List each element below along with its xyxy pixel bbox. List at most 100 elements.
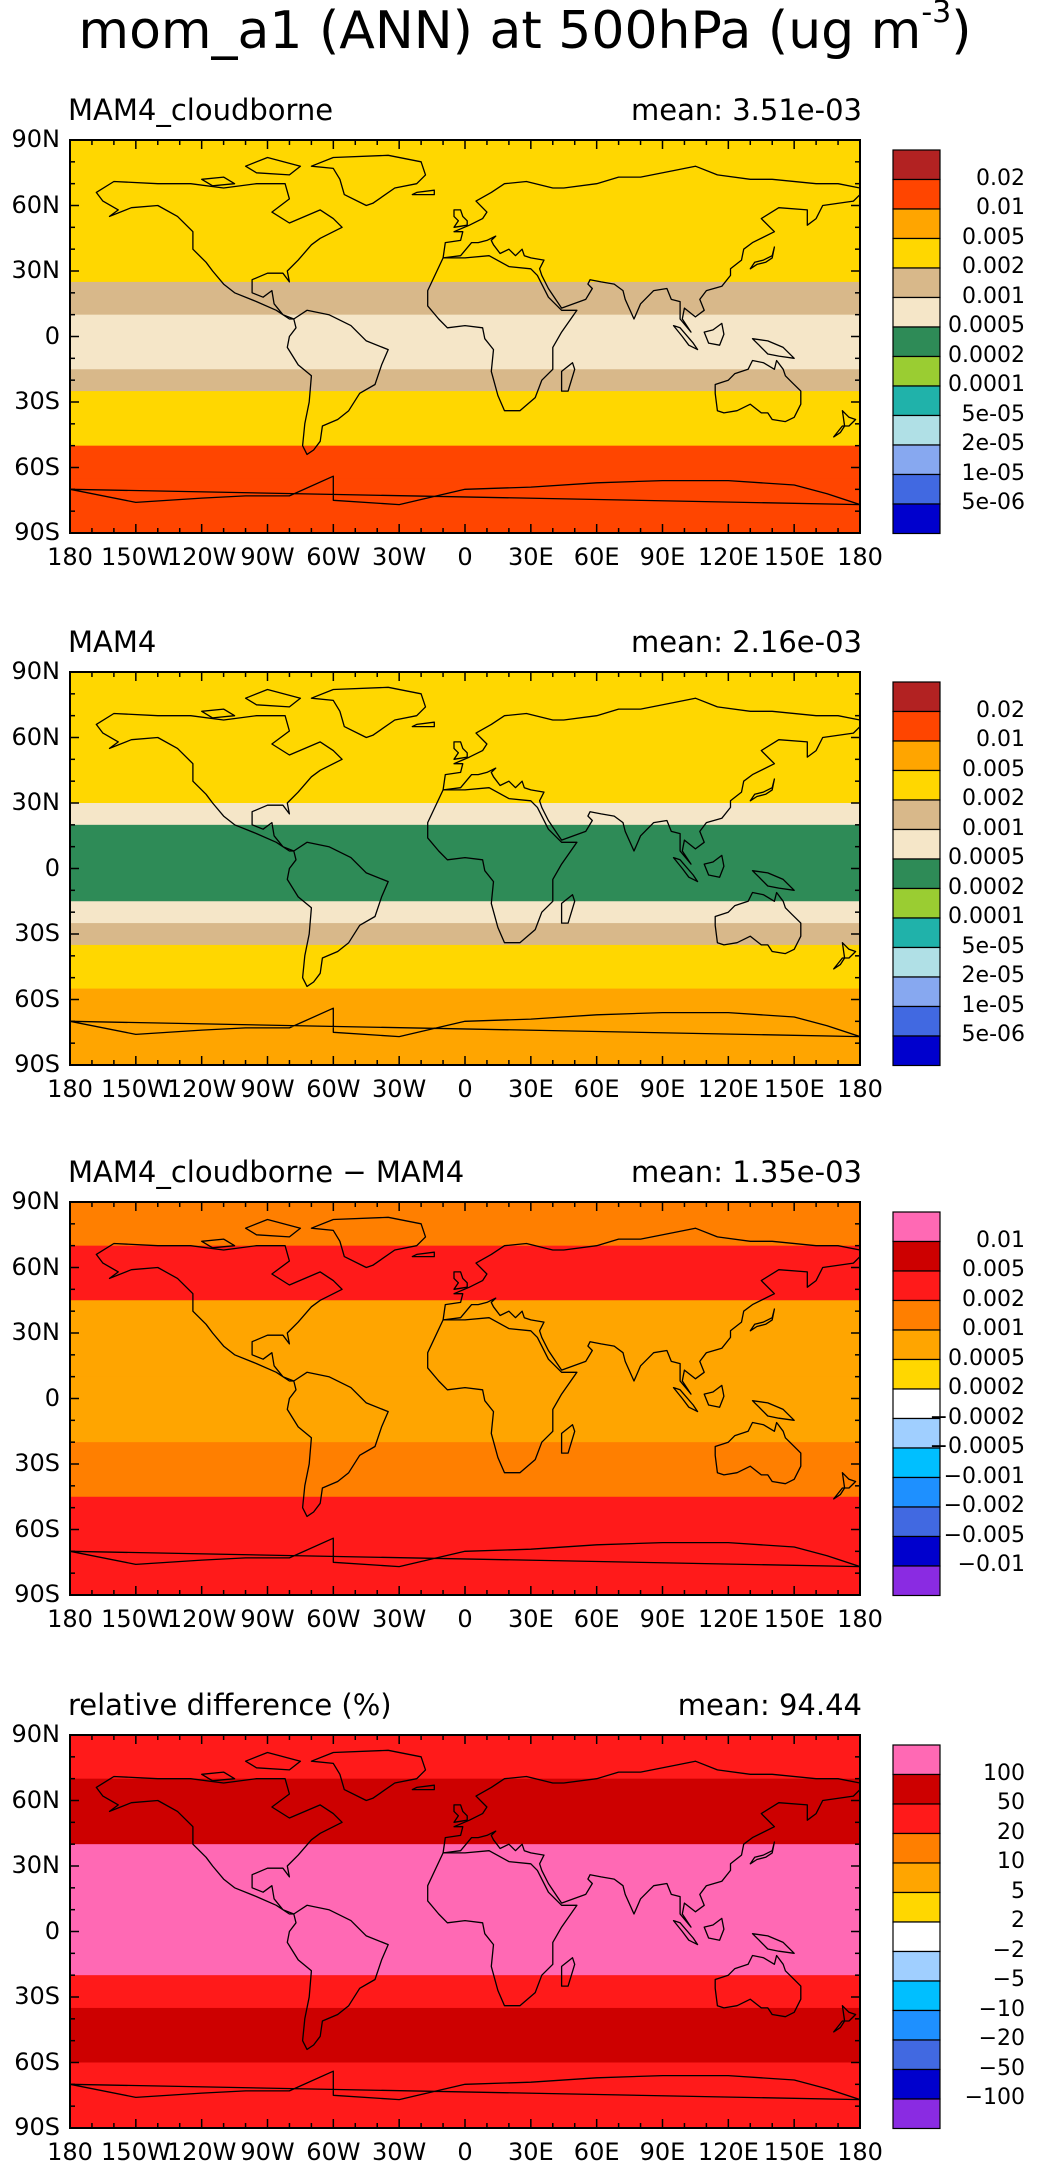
colorbar-label: 1e-05 bbox=[961, 992, 1025, 1018]
zonal-band bbox=[70, 901, 860, 924]
coastline bbox=[751, 1400, 795, 1421]
coastline bbox=[442, 165, 860, 333]
coastline bbox=[411, 1251, 435, 1258]
x-tick-label: 60W bbox=[306, 1075, 361, 1103]
coastline bbox=[560, 1424, 576, 1454]
colorbar-swatch bbox=[892, 740, 941, 772]
colorbar-swatch bbox=[892, 1329, 941, 1361]
zonal-band bbox=[70, 1975, 860, 2009]
x-tick-label: 150W bbox=[101, 1605, 171, 1633]
x-tick-label: 90E bbox=[639, 1075, 686, 1103]
panel-label: MAM4_cloudborne bbox=[68, 93, 334, 127]
x-tick-label: 180 bbox=[47, 1605, 93, 1633]
coastline bbox=[286, 309, 389, 456]
y-tick-label: 30N bbox=[11, 1318, 61, 1346]
zonal-band bbox=[70, 803, 860, 826]
colorbar-label: −0.01 bbox=[957, 1552, 1025, 1577]
colorbar-label: −0.002 bbox=[943, 1493, 1025, 1518]
map-field-3 bbox=[70, 1202, 860, 1595]
zonal-band bbox=[70, 1778, 860, 1845]
colorbar-swatch bbox=[892, 828, 941, 860]
x-tick-label: 30E bbox=[507, 2138, 554, 2166]
x-tick-label: 30W bbox=[372, 1605, 427, 1633]
colorbar-label: −0.0002 bbox=[929, 1404, 1025, 1430]
zonal-band bbox=[70, 281, 860, 316]
colorbar-swatch bbox=[892, 946, 941, 978]
zonal-band bbox=[70, 1496, 860, 1530]
colorbar-swatch bbox=[892, 1476, 941, 1508]
colorbar-label: −10 bbox=[978, 1996, 1025, 2022]
x-tick-label: 180 bbox=[837, 1605, 883, 1633]
coastline bbox=[442, 1227, 860, 1395]
colorbar-swatch bbox=[892, 1035, 941, 1067]
colorbar-swatch bbox=[892, 681, 941, 713]
coastline bbox=[672, 1919, 699, 1946]
colorbar-label: 10 bbox=[997, 1849, 1025, 1874]
y-tick-label: 90S bbox=[14, 1580, 60, 1608]
x-tick-label: 30E bbox=[507, 1605, 554, 1633]
coastline bbox=[95, 1242, 343, 1382]
coastline bbox=[427, 1317, 578, 1474]
coastline bbox=[833, 942, 857, 970]
colorbar-swatch bbox=[892, 1950, 941, 1982]
y-tick-label: 60N bbox=[11, 1785, 61, 1814]
panel-mean: mean: 1.35e-03 bbox=[630, 1155, 862, 1189]
coastline bbox=[833, 1472, 857, 1500]
y-tick-label: 30S bbox=[14, 1449, 60, 1477]
y-tick-label: 60N bbox=[11, 722, 61, 751]
coastline bbox=[201, 708, 236, 719]
x-tick-label: 180 bbox=[837, 1075, 883, 1103]
colorbar-label: 5e-06 bbox=[961, 1022, 1025, 1047]
y-tick-label: 60S bbox=[14, 2047, 60, 2076]
y-tick-label: 60S bbox=[14, 452, 60, 481]
zonal-band bbox=[70, 194, 860, 283]
coastline bbox=[703, 1917, 725, 1941]
coastline bbox=[244, 1751, 302, 1771]
colorbar-label: 0.0001 bbox=[948, 372, 1025, 397]
x-tick-label: 150W bbox=[101, 543, 171, 571]
zonal-band bbox=[70, 923, 860, 946]
panel-label: MAM4_cloudborne − MAM4 bbox=[68, 1155, 465, 1189]
x-tick-label: 90E bbox=[639, 2138, 686, 2166]
x-tick-label: 0 bbox=[457, 1075, 473, 1103]
coastline bbox=[672, 324, 699, 351]
x-tick-label: 60E bbox=[573, 1605, 620, 1633]
x-tick-label: 60W bbox=[306, 1605, 361, 1633]
zonal-band bbox=[70, 314, 860, 370]
colorbar-label: 2e-05 bbox=[961, 963, 1025, 988]
coastline bbox=[411, 189, 435, 196]
zonal-band bbox=[70, 2007, 860, 2063]
x-tick-label: 120W bbox=[166, 2138, 237, 2166]
zonal-band bbox=[70, 988, 860, 1065]
y-tick-label: 0 bbox=[44, 853, 60, 882]
colorbar-label: 0.0002 bbox=[948, 1375, 1025, 1400]
y-tick-label: 90N bbox=[11, 1720, 61, 1748]
colorbar-label: −0.005 bbox=[943, 1522, 1025, 1548]
colorbar-label: −5 bbox=[992, 1967, 1025, 1992]
coastline bbox=[833, 2005, 857, 2033]
colorbar-label: 0.005 bbox=[962, 756, 1025, 782]
coastline bbox=[453, 1271, 468, 1290]
colorbar-label: 0.002 bbox=[962, 786, 1025, 811]
colorbar-swatch bbox=[892, 1565, 941, 1597]
x-tick-label: 180 bbox=[47, 2138, 93, 2166]
y-tick-label: 60S bbox=[14, 984, 60, 1013]
x-tick-label: 120E bbox=[697, 543, 759, 571]
coastline bbox=[70, 475, 860, 506]
coastline bbox=[70, 1007, 860, 1038]
coastline bbox=[560, 1957, 576, 1987]
colorbar-swatch bbox=[892, 1980, 941, 2012]
coastline bbox=[201, 1771, 236, 1782]
panel-mean: mean: 94.44 bbox=[677, 1688, 862, 1722]
map-field-2 bbox=[70, 672, 860, 1065]
x-tick-label: 30W bbox=[372, 543, 427, 571]
coastline bbox=[703, 1384, 725, 1408]
title-superscript: -3 bbox=[921, 0, 952, 30]
colorbar-swatch bbox=[892, 887, 941, 919]
colorbar-swatch bbox=[892, 1803, 941, 1835]
colorbar-swatch bbox=[892, 1299, 941, 1331]
y-tick-label: 90N bbox=[11, 125, 61, 153]
colorbar-label: 0.0002 bbox=[948, 342, 1025, 368]
y-tick-label: 90S bbox=[14, 1050, 60, 1078]
coastline bbox=[310, 1749, 427, 1802]
